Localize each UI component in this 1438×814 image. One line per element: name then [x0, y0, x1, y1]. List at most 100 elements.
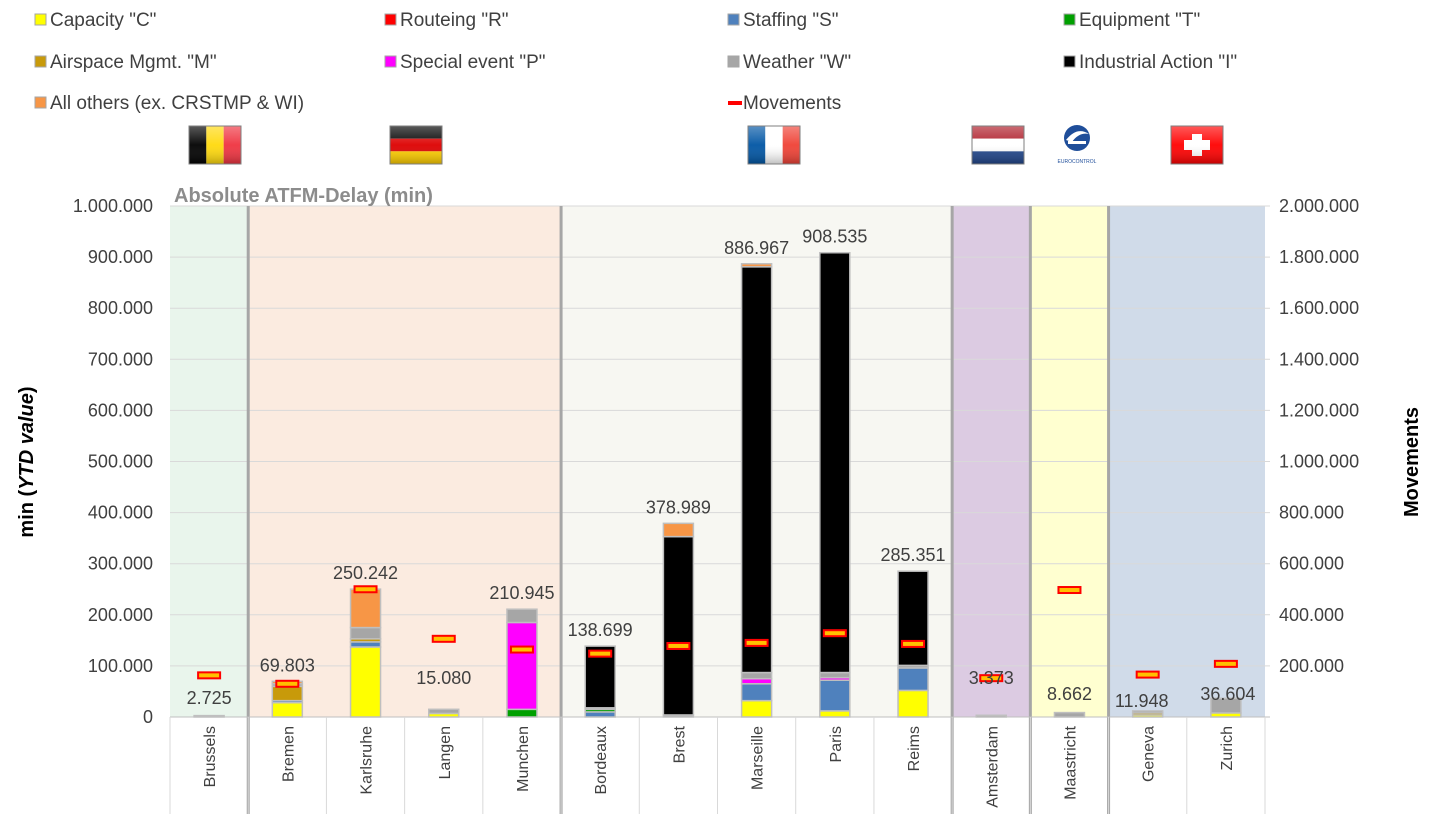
legend-swatch	[384, 55, 397, 68]
category-label: Marseille	[750, 726, 767, 790]
y-tick-label: 700.000	[88, 349, 153, 369]
movement-marker	[1057, 586, 1082, 595]
bar-segment	[897, 667, 929, 692]
movement-marker	[1213, 659, 1238, 668]
region-separators	[246, 206, 1111, 814]
movement-marker	[822, 629, 847, 638]
flag-shine	[188, 125, 242, 165]
movement-marker	[744, 638, 769, 647]
y-tick-label: 900.000	[88, 247, 153, 267]
bar-segment	[897, 689, 929, 718]
bar-segment	[271, 701, 304, 718]
y2-tick-label: 800.000	[1279, 503, 1344, 523]
category-label: Reims	[906, 726, 923, 771]
y-tick-label: 300.000	[88, 554, 153, 574]
y-tick-label: 400.000	[88, 503, 153, 523]
legend-label: Special event "P"	[400, 52, 546, 73]
movements-markers	[197, 585, 1238, 688]
y-axis-title-suffix: )	[16, 386, 38, 393]
de-flag-icon	[389, 125, 443, 165]
y-axis-title-italic: YTD value	[16, 393, 38, 490]
y-tick-label: 800.000	[88, 298, 153, 318]
movement-marker	[588, 649, 613, 658]
y2-axis-title: Movements	[1401, 407, 1423, 517]
flag-shine	[747, 125, 801, 165]
bar-segment	[740, 671, 773, 680]
bar-segment	[662, 535, 695, 716]
total-label: 2.725	[187, 688, 232, 708]
y2-tick-label: 1.600.000	[1279, 298, 1359, 318]
y2-tick-label: 1.000.000	[1279, 452, 1359, 472]
bar-segment	[349, 646, 382, 718]
y2-tick-label: 1.200.000	[1279, 400, 1359, 420]
bar-segment	[428, 708, 460, 715]
movement-marker	[275, 679, 300, 688]
y2-tick-label: 400.000	[1279, 605, 1344, 625]
y-axis-title: min (YTD value)	[16, 386, 38, 537]
movement-marker	[901, 639, 926, 648]
axes: 0 100.000 200.000 300.000 400.000 500.000 600.…	[73, 196, 1359, 814]
y-tick-label: 500.000	[88, 452, 153, 472]
country-flags: EUROCONTROL	[188, 125, 1224, 165]
y2-tick-label: 1.800.000	[1279, 247, 1359, 267]
bar-segment	[740, 266, 773, 674]
fr-flag-icon	[747, 125, 801, 165]
total-labels: 2.725 69.803 250.242 15.080 210.945 138.699 37…	[187, 227, 1256, 711]
chart-title: Absolute ATFM-Delay (min)	[174, 185, 433, 207]
movement-marker	[1135, 670, 1160, 679]
legend-label: Equipment "T"	[1079, 10, 1200, 31]
category-label: Munchen	[515, 726, 532, 792]
y-tick-label: 0	[143, 707, 153, 727]
legend-label: Airspace Mgmt. "M"	[50, 52, 217, 73]
eurocontrol-logo-icon: EUROCONTROL	[1058, 125, 1097, 165]
bar-segment	[349, 626, 382, 640]
legend-label: Routeing "R"	[400, 10, 509, 31]
flag-shine	[971, 125, 1025, 165]
bar-segment	[740, 699, 773, 718]
flag-shine	[389, 125, 443, 165]
y-tick-label: 200.000	[88, 605, 153, 625]
total-label: 378.989	[646, 497, 711, 517]
flag-shine	[1170, 125, 1224, 165]
stacked-bars	[193, 251, 1242, 718]
bar-segment	[349, 641, 382, 648]
ch-flag-icon	[1170, 125, 1224, 165]
bar-segment	[740, 677, 773, 685]
legend-swatch	[727, 13, 740, 26]
bar-segment	[1053, 711, 1086, 718]
movement-marker	[979, 674, 1004, 683]
total-label: 210.945	[489, 583, 554, 603]
category-label: Geneva	[1141, 726, 1158, 782]
total-label: 285.351	[880, 545, 945, 565]
legend-label: Capacity "C"	[50, 10, 156, 31]
category-label: Amsterdam	[984, 726, 1001, 808]
bar-segment	[662, 522, 695, 538]
bar-segment	[819, 710, 851, 718]
legend-swatch	[1063, 13, 1076, 26]
y-tick-label: 600.000	[88, 400, 153, 420]
bar-segment	[819, 679, 851, 712]
legend-label: Weather "W"	[743, 52, 851, 73]
y-tick-label: 100.000	[88, 656, 153, 676]
logo-text: EUROCONTROL	[1058, 159, 1097, 165]
category-label: Brussels	[202, 726, 219, 787]
legend-label: Movements	[743, 93, 841, 114]
total-label: 886.967	[724, 238, 789, 258]
y-axis-title-prefix: min (	[16, 489, 38, 537]
bar-segment	[1210, 697, 1242, 714]
total-label: 69.803	[260, 655, 315, 675]
bar-segment	[349, 588, 382, 629]
category-label: Brest	[671, 725, 688, 763]
legend-swatch	[384, 13, 397, 26]
category-label: Paris	[828, 726, 845, 762]
y-tick-label: 1.000.000	[73, 196, 153, 216]
total-label: 138.699	[568, 620, 633, 640]
legend-swatch	[1063, 55, 1076, 68]
y2-tick-label: 2.000.000	[1279, 196, 1359, 216]
total-label: 36.604	[1200, 684, 1255, 704]
bar-segment	[897, 570, 929, 667]
category-label: Maastricht	[1062, 725, 1079, 799]
total-label: 8.662	[1047, 684, 1092, 704]
movement-marker	[353, 585, 378, 594]
